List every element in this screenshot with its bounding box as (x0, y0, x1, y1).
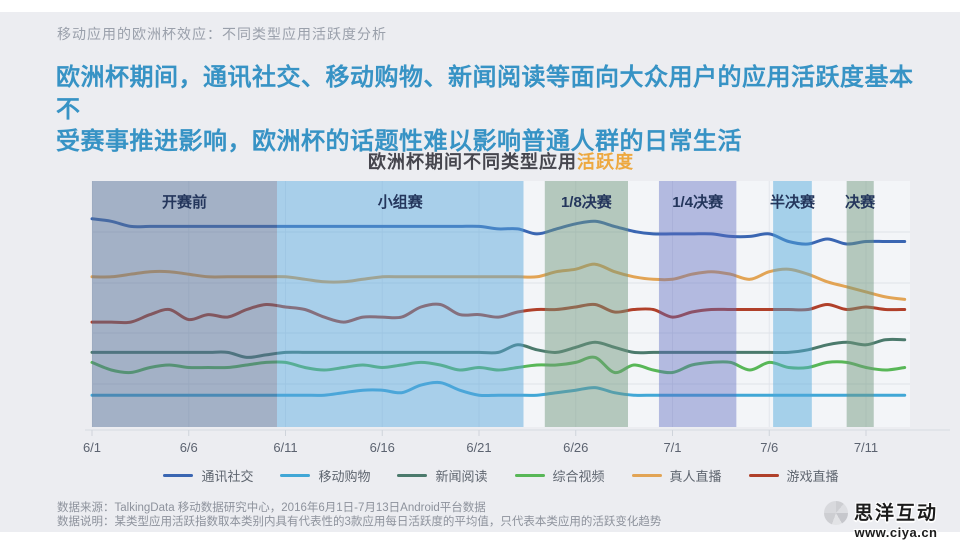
headline-line1: 欧洲杯期间，通讯社交、移动购物、新闻阅读等面向大众用户的应用活跃度基本不 (56, 64, 914, 123)
legend-item: 真人直播 (631, 466, 722, 485)
phase-label: 决赛 (845, 193, 876, 211)
x-axis-tick-label: 6/11 (273, 440, 297, 455)
legend-label: 真人直播 (669, 469, 722, 484)
footer-note: 数据说明：某类型应用活跃指数取本类别内具有代表性的3款应用每日活跃度的平均值，只… (57, 516, 662, 528)
phase-band (658, 181, 737, 427)
x-axis-tick-label: 7/11 (854, 440, 878, 455)
legend-item: 通讯社交 (163, 466, 253, 485)
footer: 数据来源：TalkingData 移动数据研究中心，2016年6月1日-7月13… (57, 501, 661, 529)
phase-band (846, 181, 874, 427)
legend-item: 综合视频 (514, 466, 605, 485)
x-axis-tick-label: 7/1 (663, 440, 681, 455)
phase-label: 开赛前 (162, 193, 207, 211)
x-axis-tick-label: 6/6 (180, 440, 198, 455)
legend-swatch (631, 474, 662, 477)
legend-swatch (280, 474, 311, 477)
footer-source: 数据来源：TalkingData 移动数据研究中心，2016年6月1日-7月13… (57, 502, 486, 514)
phase-band (276, 181, 524, 427)
phase-label: 1/4决赛 (672, 193, 724, 211)
brand-site: www.ciya.cn (854, 525, 938, 540)
kicker-text: 移动应用的欧洲杯效应：不同类型应用活跃度分析 (57, 26, 387, 42)
legend-item: 新闻阅读 (397, 466, 488, 485)
legend-swatch (514, 474, 545, 477)
phase-band (92, 181, 277, 427)
phase-band (773, 181, 812, 427)
x-axis-tick-label: 7/6 (760, 440, 778, 455)
chart-title-accent: 活跃度 (577, 152, 634, 172)
x-axis-tick-label: 6/26 (563, 440, 588, 455)
legend-swatch (397, 474, 428, 477)
legend-label: 游戏直播 (786, 469, 839, 484)
phase-label: 半决赛 (770, 193, 816, 211)
brand-text: 思洋互动 www.ciya.cn (854, 498, 938, 540)
legend-item: 移动购物 (280, 466, 370, 485)
phase-label: 小组赛 (378, 193, 424, 211)
phase-label: 1/8决赛 (561, 193, 613, 211)
x-axis-tick-label: 6/1 (83, 440, 101, 455)
legend-swatch (748, 474, 779, 477)
headline-line2: 受赛事推进影响，欧洲杯的话题性难以影响普通人群的日常生活 (56, 128, 742, 155)
chart-title: 欧洲杯期间不同类型应用活跃度 (42, 148, 960, 174)
legend-label: 移动购物 (318, 469, 371, 484)
brand-name: 思洋互动 (853, 503, 938, 524)
legend-item: 游戏直播 (748, 466, 839, 485)
chart-title-main: 欧洲杯期间不同类型应用 (368, 152, 577, 172)
legend-label: 综合视频 (552, 469, 605, 484)
chart-legend: 通讯社交 移动购物 新闻阅读 综合视频 真人直播 游戏直播 (42, 466, 960, 485)
globe-sphere-icon (823, 501, 848, 525)
headline: 欧洲杯期间，通讯社交、移动购物、新闻阅读等面向大众用户的应用活跃度基本不受赛事推… (56, 62, 926, 158)
phase-band (544, 181, 628, 427)
brand-logo: 思洋互动 www.ciya.cn (823, 498, 938, 540)
x-axis-tick-label: 6/21 (466, 440, 491, 455)
legend-label: 新闻阅读 (435, 469, 488, 484)
legend-label: 通讯社交 (201, 469, 254, 484)
x-axis-tick-label: 6/16 (370, 440, 395, 455)
legend-swatch (163, 474, 194, 477)
